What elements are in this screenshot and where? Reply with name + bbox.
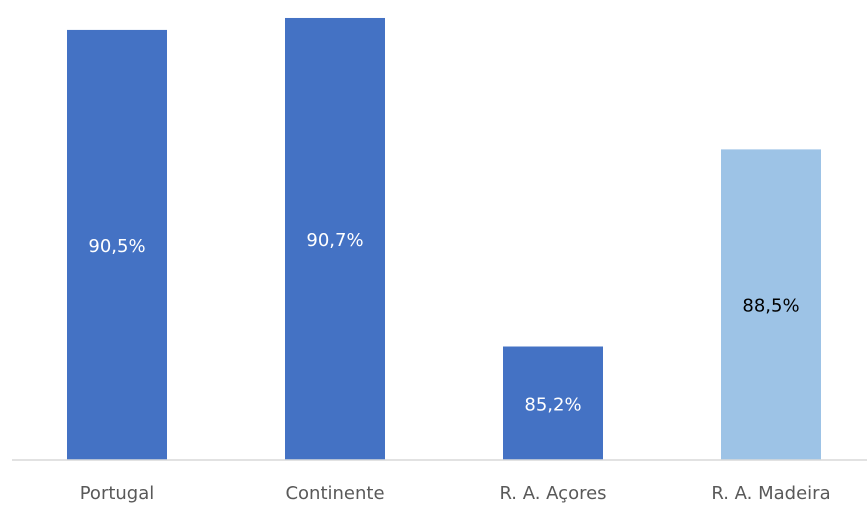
x-tick-label: Portugal bbox=[80, 483, 155, 503]
bar-value-label: 90,5% bbox=[88, 236, 145, 257]
x-tick-label: R. A. Madeira bbox=[711, 483, 830, 503]
x-tick-label: Continente bbox=[285, 483, 384, 503]
bar-r-a-madeira bbox=[721, 149, 821, 461]
bar-value-label: 85,2% bbox=[524, 394, 581, 415]
bar-portugal bbox=[67, 29, 167, 460]
x-tick-labels-layer: Portugal Continente R. A. Açores R. A. Made… bbox=[80, 483, 831, 504]
bar-value-label: 88,5% bbox=[742, 296, 799, 317]
bar-r-a-a-ores bbox=[503, 346, 603, 460]
value-labels-layer: 90,5% 90,7% 85,2% 88,5% bbox=[88, 230, 799, 415]
x-tick-label: R. A. Açores bbox=[499, 483, 606, 503]
bar-continente bbox=[285, 17, 385, 461]
bar-value-label: 90,7% bbox=[306, 230, 363, 251]
bars-layer bbox=[67, 17, 821, 461]
